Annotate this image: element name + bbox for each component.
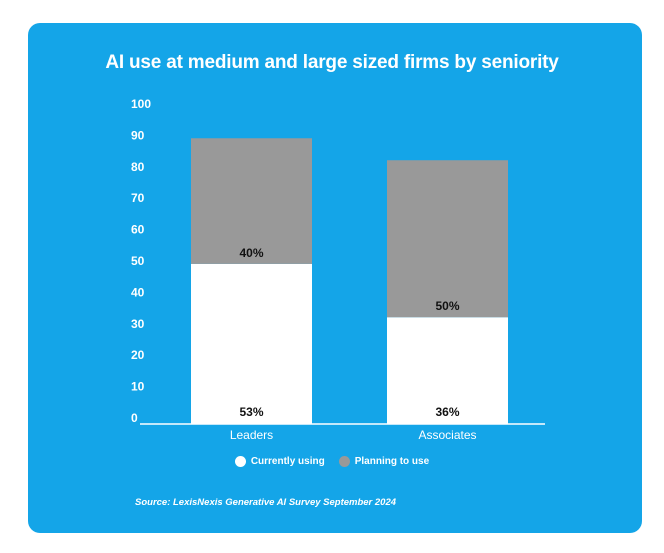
legend-swatch-planning-to-use [338,456,350,467]
data-labels: 53% 40% 36% 50% [239,246,459,419]
chart-title: AI use at medium and large sized firms b… [105,52,559,73]
data-label: 50% [435,299,459,313]
data-label: 53% [239,405,263,419]
chart-card [28,23,642,533]
bar-associates-series-1 [387,160,508,318]
y-tick-label: 100 [131,97,151,111]
bar-leaders-series-0 [191,263,312,424]
y-tick-label: 80 [131,160,145,174]
y-tick-label: 30 [131,317,145,331]
legend-swatch-currently-using [234,456,246,467]
legend-label-planning-to-use: Planning to use [354,456,430,467]
legend: Currently using Planning to use [0,456,664,467]
data-label: 40% [239,246,263,260]
y-tick-label: 70 [131,191,145,205]
y-tick-label: 40 [131,285,145,299]
y-tick-label: 20 [131,348,145,362]
legend-label-currently-using: Currently using [250,456,325,467]
y-tick-label: 10 [131,380,145,394]
x-tick-label-associates: Associates [418,428,476,442]
y-tick-label: 50 [131,254,145,268]
bar-leaders-series-1 [191,138,312,264]
legend-item-currently-using[interactable]: Currently using [234,456,325,467]
data-label: 36% [435,405,459,419]
bar-associates-series-0 [387,317,508,424]
legend-item-planning-to-use[interactable]: Planning to use [338,456,430,467]
x-tick-label-leaders: Leaders [230,428,273,442]
y-axis-ticks: 0 10 20 30 40 50 60 70 80 90 100 [131,97,151,425]
source-note: Source: LexisNexis Generative AI Survey … [135,497,397,508]
y-tick-label: 90 [131,128,145,142]
y-tick-label: 0 [131,411,138,425]
x-axis-labels: Leaders Associates [230,428,477,442]
y-tick-label: 60 [131,223,145,237]
bars [191,138,508,424]
